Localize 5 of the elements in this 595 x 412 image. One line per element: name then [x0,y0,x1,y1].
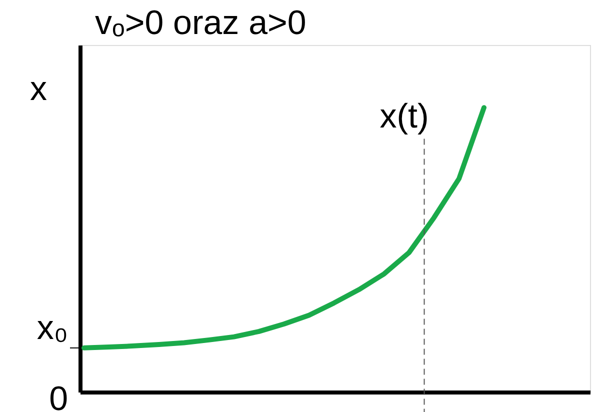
chart-title: vₒ>0 oraz a>0 [95,4,306,42]
text: x₀ [36,308,68,347]
y-axis-title: x [30,70,47,108]
text: 0 [49,380,68,412]
series-label: x(t) [380,98,429,136]
